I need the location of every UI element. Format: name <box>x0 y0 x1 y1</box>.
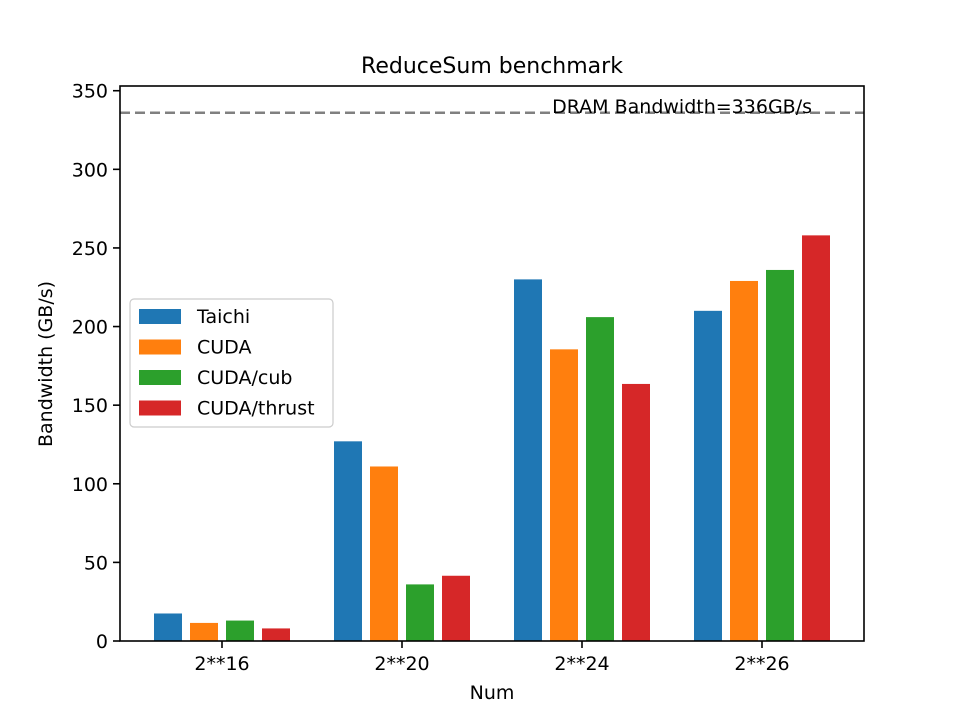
legend-swatch <box>139 339 181 355</box>
bar-cuda-0 <box>190 622 218 641</box>
x-tick-label: 2**20 <box>374 653 429 675</box>
bar-cuda-2 <box>550 349 578 641</box>
plot-area: DRAM Bandwidth=336GB/s <box>119 85 865 642</box>
legend-entry-label: Taichi <box>196 306 250 328</box>
legend-box <box>129 298 334 428</box>
y-axis-label: Bandwidth (GB/s) <box>35 281 57 447</box>
legend: Taichi CUDA CUDA/cub CUDA/thrust <box>129 298 334 428</box>
legend-entry-label: CUDA/cub <box>197 367 292 389</box>
bar-taichi-3 <box>694 310 722 641</box>
y-tick-label: 50 <box>84 552 108 574</box>
bar-cuda-cub-1 <box>406 584 434 641</box>
bar-cuda-cub-0 <box>226 620 254 641</box>
y-tick-label: 0 <box>96 631 108 653</box>
x-tick-label: 2**26 <box>734 653 789 675</box>
bar-cuda-thrust-0 <box>262 628 290 641</box>
bar-cuda-1 <box>370 466 398 641</box>
legend-swatch <box>139 370 181 385</box>
bar-taichi-2 <box>514 279 542 641</box>
y-tick-label: 350 <box>72 81 108 103</box>
bar-cuda-thrust-2 <box>622 383 650 641</box>
x-axis: 2**16 2**20 2**24 2**26 <box>194 641 790 675</box>
legend-entry-label: CUDA/thrust <box>197 398 315 420</box>
y-tick-label: 100 <box>72 474 108 496</box>
bar-cuda-cub-2 <box>586 317 614 641</box>
bar-cuda-thrust-1 <box>442 575 470 641</box>
bar-taichi-0 <box>154 613 182 641</box>
legend-entry-label: CUDA <box>197 337 251 359</box>
x-tick-label: 2**24 <box>554 653 609 675</box>
legend-swatch <box>139 400 181 416</box>
bar-taichi-1 <box>334 441 362 641</box>
bar-cuda-3 <box>730 280 758 641</box>
bar-cuda-thrust-3 <box>802 235 830 641</box>
y-tick-label: 150 <box>72 395 108 417</box>
chart-title: ReduceSum benchmark <box>361 54 623 79</box>
reference-line-label: DRAM Bandwidth=336GB/s <box>552 96 812 118</box>
y-axis: 0 50 100 150 200 250 300 350 <box>72 81 120 653</box>
y-tick-label: 300 <box>72 159 108 181</box>
legend-swatch <box>139 309 181 324</box>
bar-cuda-cub-3 <box>766 269 794 641</box>
x-axis-label: Num <box>470 682 515 704</box>
y-tick-label: 200 <box>72 317 108 339</box>
x-tick-label: 2**16 <box>194 653 249 675</box>
plot-frame <box>119 85 865 642</box>
y-tick-label: 250 <box>72 238 108 260</box>
